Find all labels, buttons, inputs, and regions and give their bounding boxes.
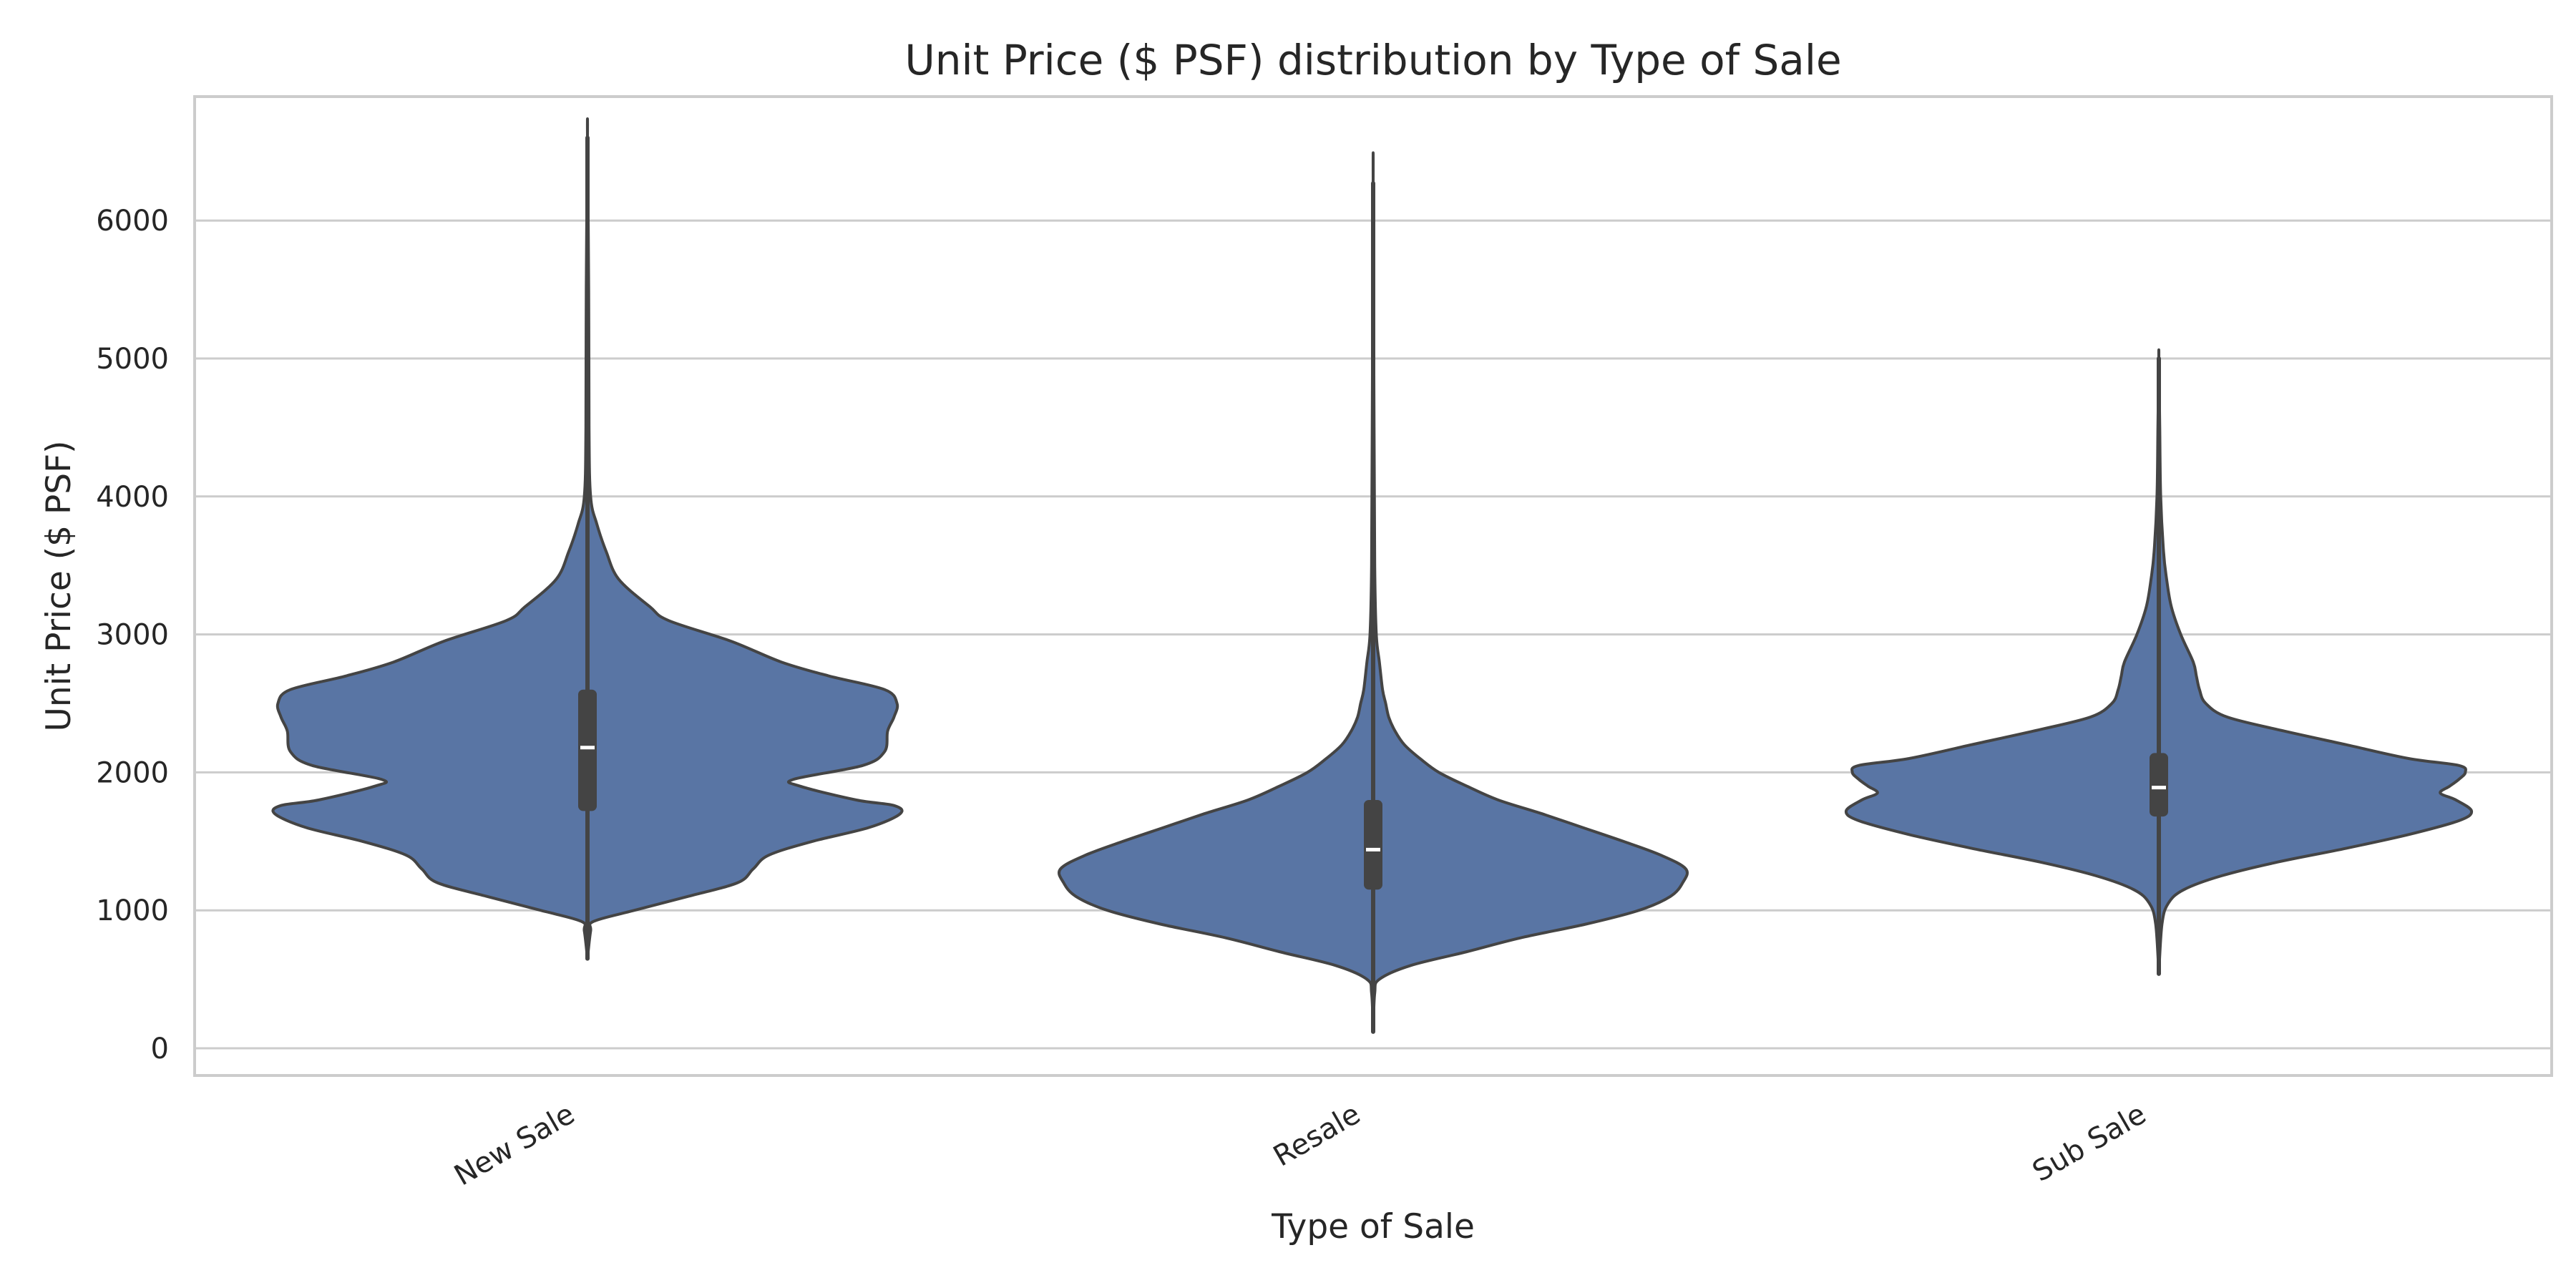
x-tick-label-resale: Resale xyxy=(1268,1098,1366,1174)
y-axis-ticks: 0 1000 2000 3000 4000 5000 6000 xyxy=(96,205,169,1065)
y-tick-label-6000: 6000 xyxy=(96,205,169,238)
violin-iqr-box-new-sale xyxy=(578,689,597,811)
y-tick-label-3000: 3000 xyxy=(96,619,169,652)
chart-title: Unit Price ($ PSF) distribution by Type … xyxy=(904,36,1841,84)
y-tick-label-2000: 2000 xyxy=(96,756,169,789)
y-tick-label-5000: 5000 xyxy=(96,343,169,376)
violin-new-sale xyxy=(271,117,904,961)
violin-resale xyxy=(1058,151,1689,1034)
x-axis-ticks: New Sale Resale Sub Sale xyxy=(449,1098,2152,1193)
x-tick-label-sub-sale: Sub Sale xyxy=(2027,1098,2152,1189)
plot-area-frame xyxy=(193,95,2553,1077)
violin-iqr-box-resale xyxy=(1364,799,1382,890)
y-tick-label-0: 0 xyxy=(151,1033,169,1065)
y-tick-label-4000: 4000 xyxy=(96,481,169,514)
violin-iqr-box-sub-sale xyxy=(2150,753,2168,817)
x-axis-label: Type of Sale xyxy=(1271,1207,1475,1246)
x-tick-label-new-sale: New Sale xyxy=(449,1098,580,1193)
y-tick-label-1000: 1000 xyxy=(96,894,169,927)
violin-sub-sale xyxy=(1844,348,2474,976)
violins xyxy=(271,117,2474,1034)
y-axis-label: Unit Price ($ PSF) xyxy=(39,441,79,732)
